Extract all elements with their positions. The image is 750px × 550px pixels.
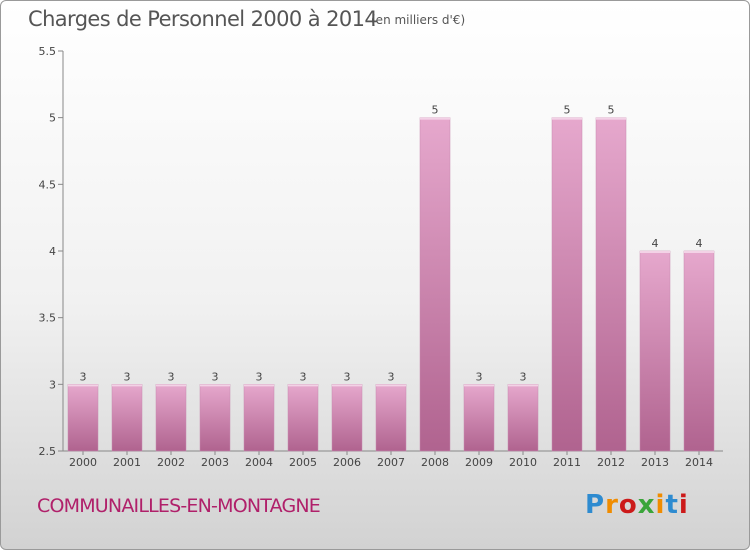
bar-2007	[375, 384, 407, 452]
bar-top-edge	[200, 384, 230, 387]
logo-letter: t	[665, 490, 679, 520]
chart-subtitle: (en milliers d'€)	[371, 13, 466, 27]
x-tick-label-2010: 2010	[509, 456, 537, 469]
x-tick-label-2009: 2009	[465, 456, 493, 469]
y-axis: 2.5 3 3.5 4 4.5 5 5.5	[39, 45, 64, 458]
x-tick-label-2008: 2008	[421, 456, 449, 469]
data-label-2010: 3	[520, 370, 527, 383]
x-axis: 2000 2001 2002 2003 2004 2005 2006 2007 2008 2009…	[63, 450, 723, 469]
data-label-2002: 3	[168, 370, 175, 383]
data-labels: 3 3 3 3 3 3 3 3 5 3 3 5 5 4 4	[80, 104, 703, 384]
data-label-2001: 3	[124, 370, 131, 383]
bar-2006	[331, 384, 363, 452]
bar-2000	[67, 384, 99, 452]
data-label-2008: 5	[432, 104, 439, 117]
x-tick-label-2004: 2004	[245, 456, 273, 469]
bar-2001	[111, 384, 143, 452]
y-tick-label: 5	[49, 112, 56, 125]
logo-letter: r	[605, 490, 619, 520]
data-label-2009: 3	[476, 370, 483, 383]
bars	[67, 117, 715, 452]
bar-top-edge	[640, 251, 670, 253]
proxiti-logo[interactable]: Proxiti	[585, 490, 689, 520]
logo-letter: i	[655, 490, 666, 520]
bar-2003	[199, 384, 231, 452]
y-tick-label: 2.5	[39, 445, 57, 458]
x-tick-label-2014: 2014	[685, 456, 713, 469]
x-tick-label-2003: 2003	[201, 456, 229, 469]
bar-top-edge	[332, 384, 362, 387]
logo-letter: x	[637, 490, 656, 520]
data-label-2004: 3	[256, 370, 263, 383]
y-tick-label: 4	[49, 245, 56, 258]
bar-top-edge	[552, 117, 582, 120]
data-label-2011: 5	[564, 104, 571, 117]
logo-letter: i	[678, 490, 689, 520]
x-tick-label-2006: 2006	[333, 456, 361, 469]
bar-top-edge	[112, 384, 142, 387]
x-tick-label-2000: 2000	[69, 456, 97, 469]
y-tick-label: 5.5	[39, 45, 57, 58]
chart-title: Charges de Personnel 2000 à 2014	[28, 7, 378, 31]
data-label-2005: 3	[300, 370, 307, 383]
bar-2012	[595, 117, 627, 452]
x-tick-label-2007: 2007	[377, 456, 405, 469]
bar-top-edge	[420, 117, 450, 120]
logo-letter: o	[618, 490, 638, 520]
data-label-2012: 5	[608, 104, 615, 117]
bar-top-edge	[464, 384, 494, 387]
bar-top-edge	[288, 384, 318, 387]
bar-2013	[639, 250, 671, 452]
bar-top-edge	[156, 384, 186, 387]
x-tick-label-2001: 2001	[113, 456, 141, 469]
y-tick-label: 3	[49, 378, 56, 391]
bar-top-edge	[684, 251, 714, 253]
x-tick-label-2002: 2002	[157, 456, 185, 469]
data-label-2006: 3	[344, 370, 351, 383]
x-tick-label-2012: 2012	[597, 456, 625, 469]
bar-top-edge	[68, 384, 98, 387]
bar-2009	[463, 384, 495, 452]
bar-top-edge	[508, 384, 538, 387]
data-label-2014: 4	[696, 237, 703, 250]
y-tick-label: 4.5	[39, 178, 57, 191]
logo-letter: P	[585, 490, 606, 520]
bar-2014	[683, 250, 715, 452]
x-tick-label-2013: 2013	[641, 456, 669, 469]
data-label-2013: 4	[652, 237, 659, 250]
bar-2010	[507, 384, 539, 452]
x-tick-label-2011: 2011	[553, 456, 581, 469]
bar-2004	[243, 384, 275, 452]
x-tick-label-2005: 2005	[289, 456, 317, 469]
bar-top-edge	[244, 384, 274, 387]
data-label-2000: 3	[80, 370, 87, 383]
bar-top-edge	[376, 384, 406, 387]
data-label-2003: 3	[212, 370, 219, 383]
bar-2011	[551, 117, 583, 452]
commune-name: COMMUNAILLES-EN-MONTAGNE	[37, 495, 321, 517]
data-label-2007: 3	[388, 370, 395, 383]
bar-2008	[419, 117, 451, 452]
y-tick-label: 3.5	[39, 312, 57, 325]
bar-2002	[155, 384, 187, 452]
bar-top-edge	[596, 117, 626, 120]
bar-2005	[287, 384, 319, 452]
